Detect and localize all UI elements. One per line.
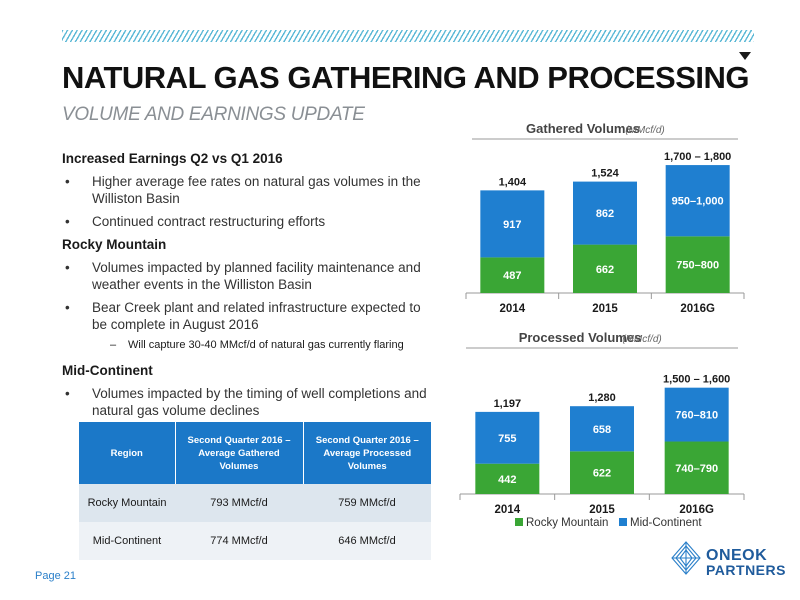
table-cell: Mid-Continent [79, 522, 175, 560]
table-header-cell: Second Quarter 2016 – Average Gathered V… [175, 422, 304, 484]
bar-segment [665, 165, 730, 237]
bullet-item: Volumes impacted by the timing of well c… [62, 385, 432, 419]
section-heading: Mid-Continent [62, 363, 153, 378]
sub-bullet-item: Will capture 30-40 MMcf/d of natural gas… [62, 337, 432, 354]
logo-wordmark: ONEOK PARTNERS [706, 548, 786, 578]
table-cell: Rocky Mountain [79, 484, 175, 522]
legend-swatch [515, 518, 523, 526]
bar-segment [475, 463, 540, 494]
data-label: 755 [498, 433, 516, 445]
section-heading: Increased Earnings Q2 vs Q1 2016 [62, 151, 283, 166]
total-label: 1,280 [588, 392, 616, 404]
data-label: 760–810 [675, 410, 718, 422]
x-tick-label: 2016G [679, 504, 714, 516]
table-cell: 793 MMcf/d [175, 484, 303, 522]
x-tick-label: 2015 [589, 504, 615, 516]
bar-segment [480, 257, 545, 293]
x-tick-label: 2014 [500, 303, 526, 315]
bar-segment [573, 244, 637, 293]
bar-segment [570, 406, 634, 452]
bar-segment [475, 411, 540, 464]
data-label: 658 [593, 424, 611, 436]
page-title: NATURAL GAS GATHERING AND PROCESSING [62, 60, 750, 95]
legend-label: Mid-Continent [630, 517, 702, 529]
bar-segment [570, 451, 634, 494]
total-label: 1,500 – 1,600 [663, 374, 730, 386]
oneok-logo [671, 541, 701, 575]
total-label: 1,404 [499, 176, 527, 188]
decorative-hatch-bar [62, 30, 754, 42]
total-label: 1,524 [591, 168, 619, 180]
table-cell: 646 MMcf/d [303, 522, 431, 560]
data-label: 622 [593, 468, 611, 480]
page-subtitle: VOLUME AND EARNINGS UPDATE [62, 104, 365, 125]
legend-swatch [619, 518, 627, 526]
bar-segment [480, 190, 545, 258]
chart-unit: (MMcf/d) [622, 334, 661, 345]
bar-segment [573, 181, 637, 245]
bar-segment [664, 441, 729, 494]
bar-segment [664, 387, 729, 442]
bar-segment [665, 236, 730, 293]
data-label: 950–1,000 [672, 196, 724, 208]
x-tick-label: 2016G [680, 303, 715, 315]
legend-label: Rocky Mountain [526, 517, 608, 529]
bullet-item: Continued contract restructuring efforts [62, 213, 432, 230]
corner-triangle-icon [739, 52, 751, 60]
data-label: 662 [596, 264, 614, 276]
table-cell: 774 MMcf/d [175, 522, 303, 560]
data-label: 750–800 [676, 260, 719, 272]
x-tick-label: 2014 [495, 504, 521, 516]
table-header-cell: Region [79, 422, 176, 484]
chart-title: Gathered Volumes [526, 121, 640, 136]
section-heading: Rocky Mountain [62, 237, 167, 252]
table-header-cell: Second Quarter 2016 – Average Processed … [303, 422, 431, 484]
bullet-item: Volumes impacted by planned facility mai… [62, 259, 432, 293]
page-number: Page 21 [35, 570, 76, 582]
logo-line1: ONEOK [706, 547, 768, 564]
table-row: Rocky Mountain 793 MMcf/d 759 MMcf/d [79, 484, 431, 522]
data-label: 740–790 [675, 463, 718, 475]
data-label: 917 [503, 219, 521, 231]
total-label: 1,197 [494, 398, 522, 410]
table-row: Mid-Continent 774 MMcf/d 646 MMcf/d [79, 522, 431, 560]
bullet-item: Bear Creek plant and related infrastruct… [62, 299, 432, 333]
chart-unit: (MMcf/d) [625, 125, 664, 136]
bullet-item: Higher average fee rates on natural gas … [62, 173, 432, 207]
bullet-list: Increased Earnings Q2 vs Q1 2016 Higher … [62, 150, 432, 425]
logo-line2: PARTNERS [706, 562, 786, 578]
chart-title: Processed Volumes [519, 330, 642, 345]
x-tick-label: 2015 [592, 303, 618, 315]
data-label: 442 [498, 474, 516, 486]
total-label: 1,700 – 1,800 [664, 151, 731, 163]
volumes-table: Region Second Quarter 2016 – Average Gat… [79, 422, 431, 560]
table-cell: 759 MMcf/d [303, 484, 431, 522]
data-label: 487 [503, 270, 521, 282]
data-label: 862 [596, 208, 614, 220]
